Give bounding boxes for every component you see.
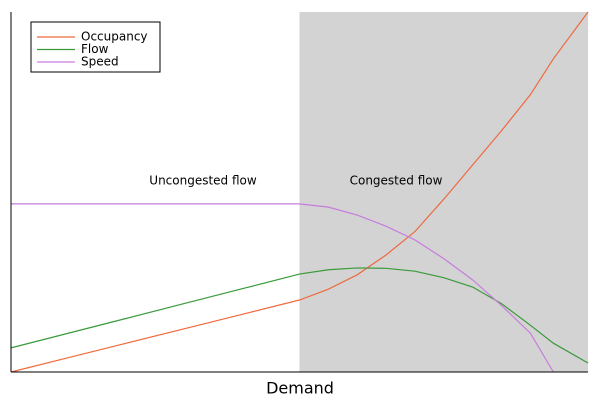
line: [10, 11, 589, 373]
legend-label: Flow: [81, 42, 109, 56]
legend-box: [30, 21, 161, 73]
annotation: Uncongested flow: [149, 174, 257, 188]
line: [11, 203, 554, 373]
plot-area: [10, 11, 589, 373]
x-axis-label: Demand: [266, 379, 334, 398]
legend-label: Speed: [81, 55, 119, 69]
line: [10, 267, 589, 364]
congested-region: [299, 12, 588, 372]
legend-label: Occupancy: [81, 30, 148, 44]
annotation: Congested flow: [350, 174, 443, 188]
